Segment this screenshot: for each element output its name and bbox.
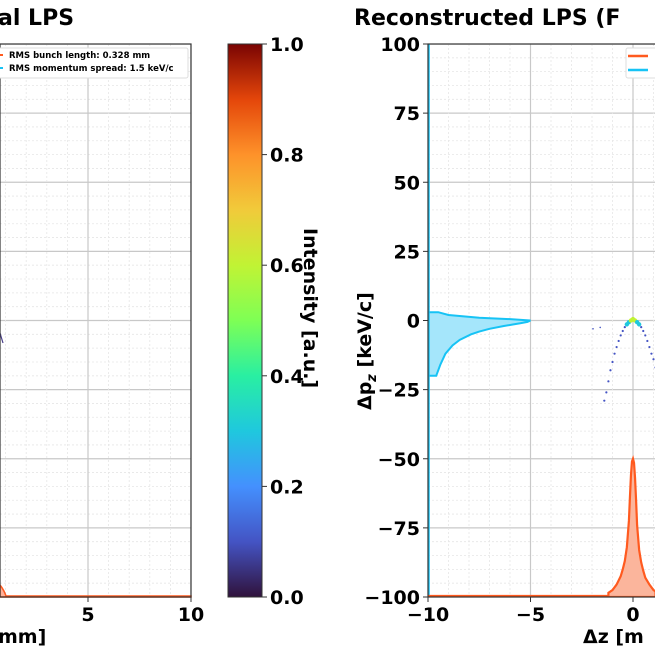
lps-point xyxy=(609,369,612,372)
y-tick-label: −75 xyxy=(378,518,420,540)
y-tick-label: −25 xyxy=(378,380,420,402)
colorbar: 0.0 0.2 0.4 0.6 0.8 1.0 xyxy=(227,34,304,609)
legend-label: RMS momentum spread: 1.5 keV/c xyxy=(9,64,174,74)
colorbar-tick-label: 1.0 xyxy=(270,34,304,56)
lps-point xyxy=(613,352,616,355)
y-tick-label: 75 xyxy=(394,103,420,125)
lps-point xyxy=(611,360,614,364)
lps-point xyxy=(640,326,643,329)
grid xyxy=(428,44,655,597)
lps-point xyxy=(652,358,655,361)
y-tick-label: 50 xyxy=(394,172,420,194)
y-tick-label: 100 xyxy=(380,34,420,56)
right-legend xyxy=(625,47,655,79)
colorbar-label: Intensity [a.u.] xyxy=(299,228,321,388)
x-tick-label: −10 xyxy=(407,604,449,626)
plot-area xyxy=(428,44,655,597)
lps-point xyxy=(648,345,651,349)
right-title: Reconstructed LPS (F xyxy=(354,6,620,31)
legend-box xyxy=(625,47,655,79)
lps-point xyxy=(646,339,649,343)
colorbar-tick-label: 0.0 xyxy=(270,587,304,609)
colorbar-tick-label: 0.2 xyxy=(270,476,304,498)
colorbar-tick-label: 0.4 xyxy=(270,366,304,388)
left-axes-frame xyxy=(0,43,192,598)
lps-point xyxy=(615,345,618,349)
x-tick-label: −5 xyxy=(516,604,545,626)
left-plot: 5 10 RMS bunch length: 0.328 mm RMS momentu… xyxy=(0,43,204,626)
colorbar-tick-label: 0.8 xyxy=(270,145,304,167)
lps-point xyxy=(605,391,608,394)
right-ylabel: Δpz [keV/c] xyxy=(354,292,380,410)
left-xlabel: mm] xyxy=(0,626,46,648)
lps-point xyxy=(636,322,642,327)
lps-point xyxy=(642,329,645,333)
y-tick-label: 25 xyxy=(394,241,420,263)
lps-point xyxy=(644,334,647,337)
lps-point xyxy=(623,326,626,329)
lps-point xyxy=(617,339,620,343)
lps-point xyxy=(607,380,610,383)
x-tick-label: 0 xyxy=(626,604,639,626)
y-tick-label: −50 xyxy=(378,449,420,471)
lps-point xyxy=(621,329,624,333)
lps-point xyxy=(592,327,594,330)
current-profile xyxy=(0,583,192,598)
x-tick-10: 10 xyxy=(178,604,204,626)
x-tick-5: 5 xyxy=(81,604,94,626)
lps-point xyxy=(599,326,601,329)
lps-point xyxy=(603,399,606,402)
left-title: al LPS xyxy=(0,6,74,31)
left-legend: RMS bunch length: 0.328 mm RMS momentum s… xyxy=(0,47,189,79)
y-tick-label: −100 xyxy=(364,587,420,609)
colorbar-tick-label: 0.6 xyxy=(270,255,304,277)
momentum-profile xyxy=(428,311,531,377)
legend-box xyxy=(0,47,189,79)
current-profile xyxy=(428,455,655,597)
lps-point xyxy=(650,352,653,355)
lps-point xyxy=(619,334,622,337)
grid xyxy=(0,44,191,597)
colorbar-gradient xyxy=(227,43,263,598)
legend-label: RMS bunch length: 0.328 mm xyxy=(9,51,150,61)
y-tick-label: 0 xyxy=(407,311,420,333)
right-xlabel: Δz [m xyxy=(583,626,644,648)
